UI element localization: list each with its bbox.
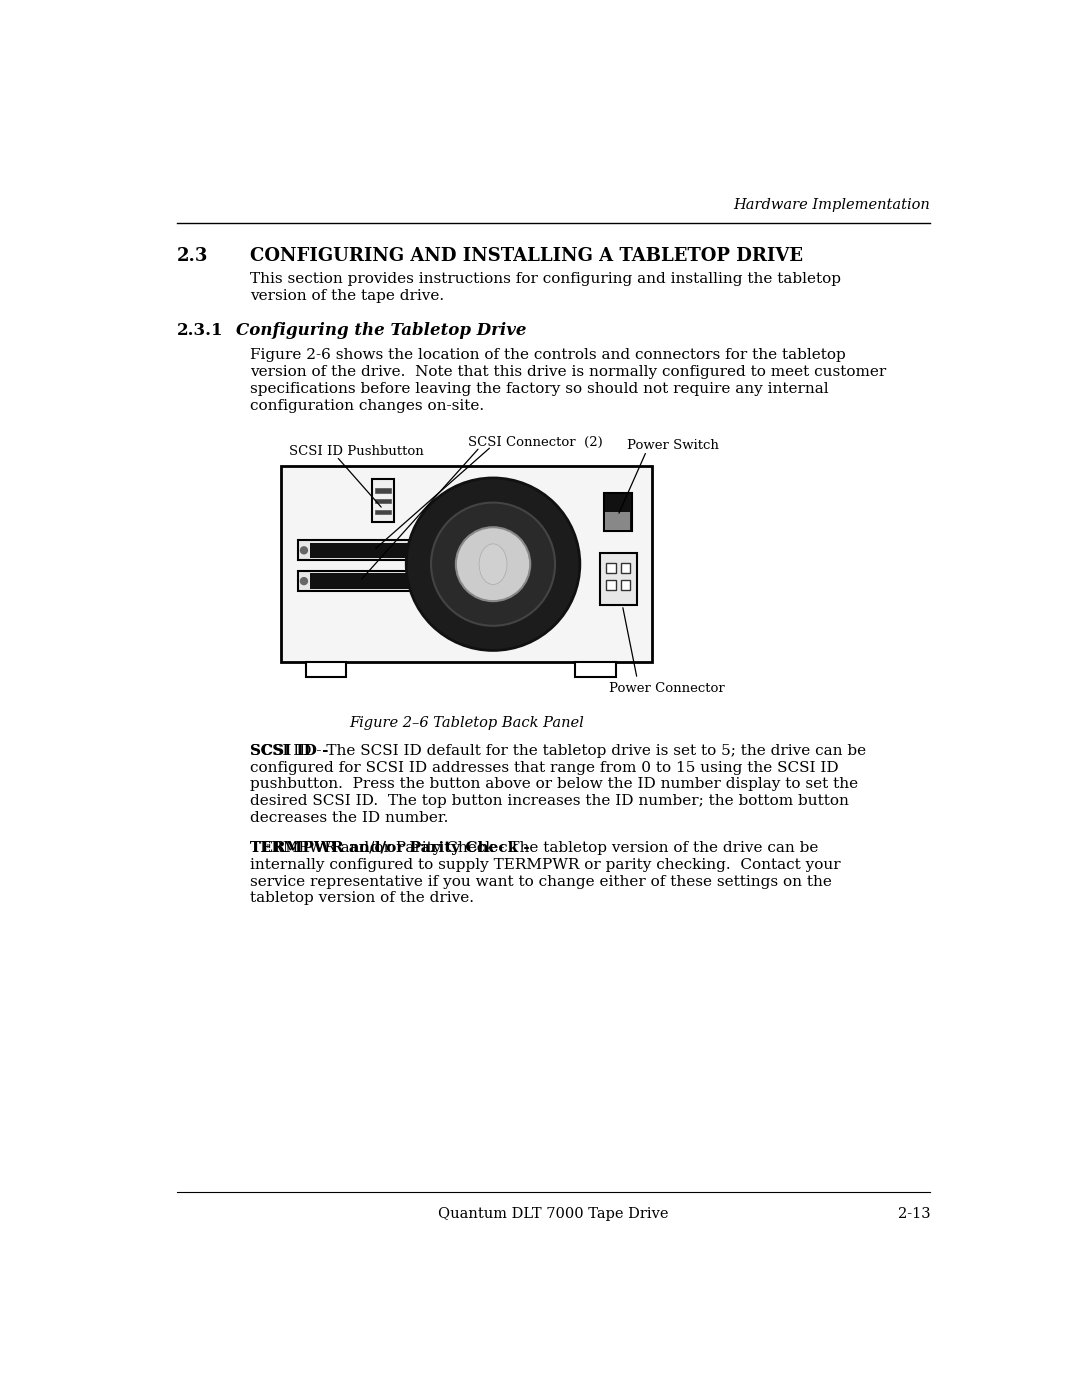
- Text: SCSI ID -: SCSI ID -: [249, 743, 328, 757]
- Bar: [600, 553, 637, 605]
- Bar: [621, 563, 631, 573]
- Text: SCSI Connector  (2): SCSI Connector (2): [469, 436, 603, 448]
- Bar: [281, 467, 652, 662]
- Ellipse shape: [480, 543, 507, 584]
- Text: internally configured to supply TERMPWR or parity checking.  Contact your: internally configured to supply TERMPWR …: [249, 858, 840, 872]
- Text: tabletop version of the drive.: tabletop version of the drive.: [249, 891, 474, 905]
- Text: This section provides instructions for configuring and installing the tabletop: This section provides instructions for c…: [249, 272, 840, 286]
- Bar: [298, 571, 435, 591]
- Text: 2.3.1: 2.3.1: [177, 321, 224, 338]
- Circle shape: [456, 527, 530, 601]
- Text: Quantum DLT 7000 Tape Drive: Quantum DLT 7000 Tape Drive: [438, 1207, 669, 1221]
- Bar: [606, 511, 631, 529]
- Text: version of the drive.  Note that this drive is normally configured to meet custo: version of the drive. Note that this dri…: [249, 365, 886, 379]
- Circle shape: [406, 478, 580, 651]
- Bar: [310, 573, 423, 588]
- Text: configuration changes on-site.: configuration changes on-site.: [249, 398, 484, 412]
- Text: specifications before leaving the factory so should not require any internal: specifications before leaving the factor…: [249, 381, 828, 395]
- Bar: [606, 580, 616, 590]
- Text: desired SCSI ID.  The top button increases the ID number; the bottom button: desired SCSI ID. The top button increase…: [249, 795, 849, 809]
- Bar: [373, 479, 394, 522]
- Circle shape: [300, 546, 308, 553]
- Bar: [375, 488, 391, 493]
- Text: Figure 2-6 shows the location of the controls and connectors for the tabletop: Figure 2-6 shows the location of the con…: [249, 348, 846, 362]
- Text: pushbutton.  Press the button above or below the ID number display to set the: pushbutton. Press the button above or be…: [249, 778, 858, 792]
- Bar: [298, 541, 435, 560]
- Circle shape: [431, 503, 555, 626]
- Text: TERMPWR and/or Parity Check -: TERMPWR and/or Parity Check -: [249, 841, 529, 855]
- Bar: [604, 493, 632, 531]
- Circle shape: [426, 546, 433, 553]
- Text: Hardware Implementation: Hardware Implementation: [733, 198, 930, 212]
- Bar: [606, 563, 616, 573]
- Bar: [310, 542, 423, 557]
- Text: service representative if you want to change either of these settings on the: service representative if you want to ch…: [249, 875, 832, 888]
- Text: configured for SCSI ID addresses that range from 0 to 15 using the SCSI ID: configured for SCSI ID addresses that ra…: [249, 760, 838, 774]
- Text: 2.3: 2.3: [177, 247, 208, 265]
- Text: version of the tape drive.: version of the tape drive.: [249, 289, 444, 303]
- Text: Configuring the Tabletop Drive: Configuring the Tabletop Drive: [235, 321, 526, 338]
- Text: Power Connector: Power Connector: [608, 682, 725, 694]
- Circle shape: [426, 578, 433, 584]
- Bar: [576, 662, 616, 678]
- Text: SCSI ID - The SCSI ID default for the tabletop drive is set to 5; the drive can : SCSI ID - The SCSI ID default for the ta…: [249, 743, 866, 757]
- Bar: [306, 662, 346, 678]
- Bar: [375, 499, 391, 503]
- Bar: [375, 510, 391, 514]
- Text: Figure 2–6 Tabletop Back Panel: Figure 2–6 Tabletop Back Panel: [349, 715, 584, 729]
- Text: decreases the ID number.: decreases the ID number.: [249, 812, 448, 826]
- Text: 2-13: 2-13: [897, 1207, 930, 1221]
- Text: CONFIGURING AND INSTALLING A TABLETOP DRIVE: CONFIGURING AND INSTALLING A TABLETOP DR…: [249, 247, 802, 265]
- Text: Power Switch: Power Switch: [627, 439, 719, 451]
- Text: TERMPWR and/or Parity Check - The tabletop version of the drive can be: TERMPWR and/or Parity Check - The tablet…: [249, 841, 818, 855]
- Text: SCSI ID Pushbutton: SCSI ID Pushbutton: [289, 444, 424, 458]
- Circle shape: [300, 578, 308, 584]
- Bar: [621, 580, 631, 590]
